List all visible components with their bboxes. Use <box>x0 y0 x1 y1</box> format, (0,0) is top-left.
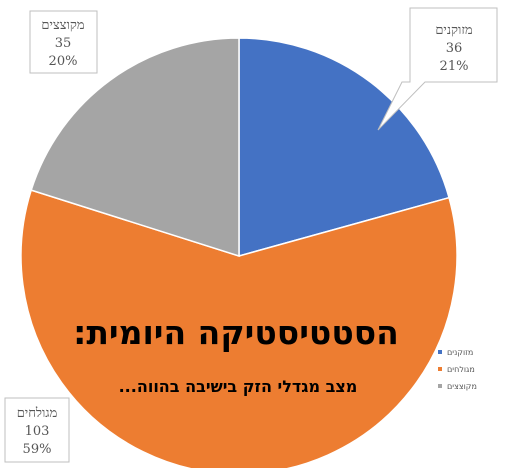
data-label-category-2: מגולחים <box>17 406 58 421</box>
pie-slice-1 <box>238 37 450 257</box>
legend: מזוקנים מגולחים מקוצצים <box>438 348 477 391</box>
callout-box-3 <box>29 10 98 74</box>
data-label-callout-3: מקוצצים 35 20% <box>29 10 98 74</box>
pie-slice-2 <box>20 189 458 472</box>
data-label-category-3: מקוצצים <box>41 18 84 33</box>
chart-subtitle: מצב מגדלי הזק בישיבה בהווה... <box>119 377 358 396</box>
pie-slice-3 <box>30 37 240 258</box>
data-label-percent-2: 59% <box>23 442 52 457</box>
callout-box-2 <box>4 397 70 463</box>
chart-title: הסטטיסטיקה היומית: <box>73 313 399 352</box>
legend-label-2: מגולחים <box>447 365 475 374</box>
data-label-category-1: מזוקנים <box>435 23 473 38</box>
pie-slices <box>20 37 458 472</box>
data-label-value-1: 36 <box>446 41 463 56</box>
legend-swatch-1 <box>438 350 442 354</box>
data-label-callout-2: מגולחים 103 59% <box>4 397 70 463</box>
callout-box-1 <box>377 7 498 131</box>
data-label-value-3: 35 <box>55 36 72 51</box>
data-label-value-2: 103 <box>25 424 50 439</box>
data-label-percent-1: 21% <box>440 59 469 74</box>
legend-swatch-2 <box>438 367 442 371</box>
data-label-callout-1: מזוקנים 36 21% <box>377 7 498 131</box>
legend-label-1: מזוקנים <box>447 348 473 357</box>
data-label-percent-3: 20% <box>49 54 78 69</box>
legend-label-3: מקוצצים <box>447 382 477 391</box>
legend-swatch-3 <box>438 384 442 388</box>
